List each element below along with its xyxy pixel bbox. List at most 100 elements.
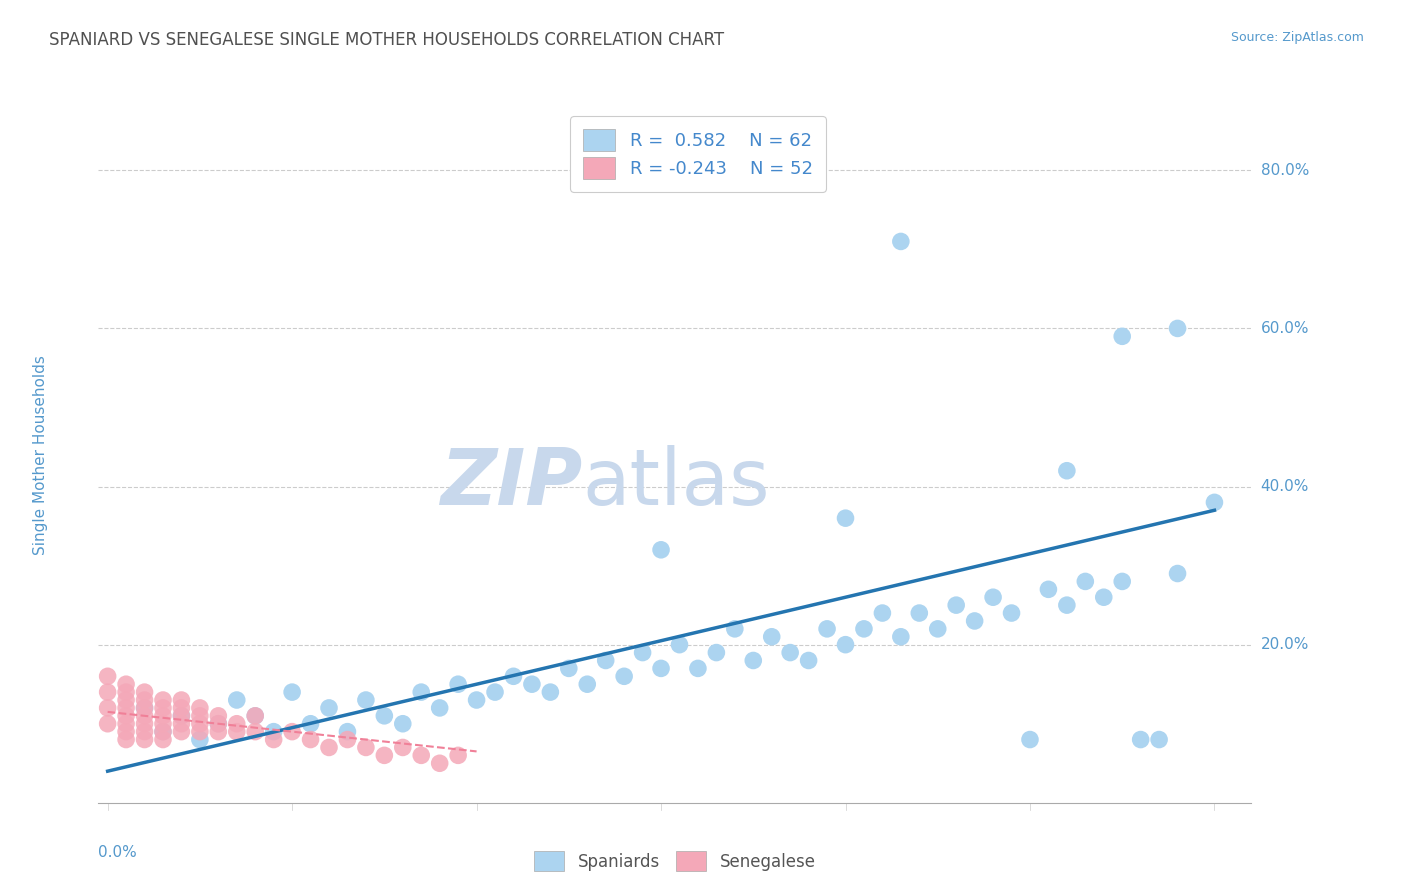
Point bbox=[447, 748, 470, 763]
Point bbox=[945, 598, 967, 612]
Point bbox=[188, 724, 211, 739]
Point bbox=[502, 669, 524, 683]
Point bbox=[152, 716, 174, 731]
Point bbox=[1111, 329, 1133, 343]
Point bbox=[134, 701, 156, 715]
Point bbox=[963, 614, 986, 628]
Point bbox=[97, 701, 120, 715]
Point bbox=[908, 606, 931, 620]
Point bbox=[1111, 574, 1133, 589]
Point bbox=[724, 622, 747, 636]
Point bbox=[576, 677, 599, 691]
Point bbox=[134, 732, 156, 747]
Point bbox=[245, 708, 267, 723]
Text: 20.0%: 20.0% bbox=[1261, 637, 1309, 652]
Point bbox=[152, 732, 174, 747]
Point bbox=[207, 716, 229, 731]
Point bbox=[890, 630, 912, 644]
Point bbox=[336, 732, 359, 747]
Point bbox=[152, 724, 174, 739]
Point bbox=[631, 646, 654, 660]
Point bbox=[520, 677, 543, 691]
Legend: Spaniards, Senegalese: Spaniards, Senegalese bbox=[527, 845, 823, 878]
Point bbox=[97, 669, 120, 683]
Point bbox=[188, 716, 211, 731]
Point bbox=[1000, 606, 1022, 620]
Point bbox=[354, 693, 377, 707]
Point bbox=[115, 724, 138, 739]
Point bbox=[170, 724, 193, 739]
Point bbox=[595, 653, 617, 667]
Point bbox=[281, 685, 304, 699]
Point bbox=[465, 693, 488, 707]
Point bbox=[299, 716, 322, 731]
Point bbox=[115, 701, 138, 715]
Point bbox=[1092, 591, 1115, 605]
Point bbox=[797, 653, 820, 667]
Point bbox=[134, 708, 156, 723]
Point bbox=[834, 511, 856, 525]
Point bbox=[170, 716, 193, 731]
Point bbox=[1056, 598, 1078, 612]
Point bbox=[538, 685, 561, 699]
Point bbox=[188, 708, 211, 723]
Point bbox=[447, 677, 470, 691]
Point bbox=[281, 724, 304, 739]
Point bbox=[318, 740, 340, 755]
Point bbox=[668, 638, 690, 652]
Point bbox=[336, 724, 359, 739]
Point bbox=[134, 693, 156, 707]
Point bbox=[1204, 495, 1226, 509]
Text: SPANIARD VS SENEGALESE SINGLE MOTHER HOUSEHOLDS CORRELATION CHART: SPANIARD VS SENEGALESE SINGLE MOTHER HOU… bbox=[49, 31, 724, 49]
Point bbox=[152, 693, 174, 707]
Point bbox=[245, 724, 267, 739]
Point bbox=[650, 661, 672, 675]
Point bbox=[318, 701, 340, 715]
Point bbox=[263, 724, 285, 739]
Point bbox=[1129, 732, 1152, 747]
Point bbox=[686, 661, 709, 675]
Point bbox=[245, 708, 267, 723]
Point bbox=[373, 748, 395, 763]
Point bbox=[815, 622, 838, 636]
Point bbox=[429, 756, 451, 771]
Point bbox=[134, 724, 156, 739]
Text: 80.0%: 80.0% bbox=[1261, 163, 1309, 178]
Point bbox=[115, 732, 138, 747]
Point bbox=[134, 685, 156, 699]
Point bbox=[170, 693, 193, 707]
Point bbox=[779, 646, 801, 660]
Text: 40.0%: 40.0% bbox=[1261, 479, 1309, 494]
Point bbox=[1167, 321, 1189, 335]
Point bbox=[872, 606, 894, 620]
Point bbox=[225, 716, 247, 731]
Point bbox=[115, 716, 138, 731]
Point bbox=[558, 661, 581, 675]
Point bbox=[1147, 732, 1170, 747]
Point bbox=[170, 701, 193, 715]
Text: 60.0%: 60.0% bbox=[1261, 321, 1309, 336]
Point bbox=[97, 685, 120, 699]
Point bbox=[742, 653, 765, 667]
Point bbox=[373, 708, 395, 723]
Text: atlas: atlas bbox=[582, 445, 770, 521]
Point bbox=[391, 716, 413, 731]
Text: Single Mother Households: Single Mother Households bbox=[34, 355, 48, 555]
Point bbox=[1074, 574, 1097, 589]
Point bbox=[115, 677, 138, 691]
Point bbox=[134, 716, 156, 731]
Point bbox=[650, 542, 672, 557]
Point bbox=[1056, 464, 1078, 478]
Point bbox=[411, 748, 433, 763]
Point bbox=[115, 708, 138, 723]
Point bbox=[225, 693, 247, 707]
Point bbox=[852, 622, 875, 636]
Point bbox=[207, 708, 229, 723]
Point bbox=[207, 724, 229, 739]
Point bbox=[834, 638, 856, 652]
Point bbox=[1038, 582, 1060, 597]
Point bbox=[225, 724, 247, 739]
Point bbox=[1019, 732, 1042, 747]
Text: ZIP: ZIP bbox=[440, 445, 582, 521]
Point bbox=[981, 591, 1004, 605]
